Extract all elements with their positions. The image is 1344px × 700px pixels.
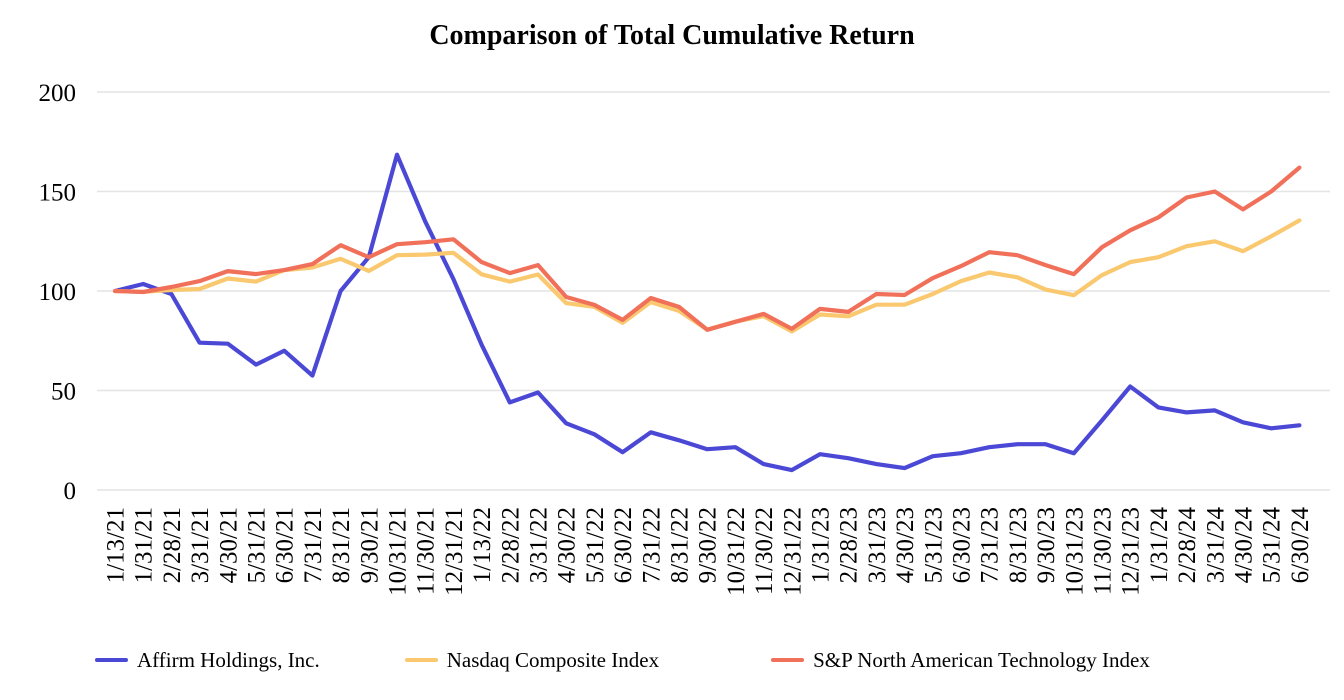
y-axis-tick-label: 200 <box>39 80 77 107</box>
legend-label-sp-tech: S&P North American Technology Index <box>813 647 1150 672</box>
x-axis-tick-label: 12/31/23 <box>1118 507 1145 596</box>
chart-legend: Affirm Holdings, Inc. Nasdaq Composite I… <box>0 640 1344 680</box>
x-axis-tick-label: 4/30/22 <box>554 507 581 583</box>
x-axis-tick-label: 5/31/21 <box>244 507 271 583</box>
x-axis-tick-label: 11/30/21 <box>413 507 440 595</box>
x-axis-tick-label: 1/31/24 <box>1146 507 1173 584</box>
x-axis-tick-label: 6/30/23 <box>949 507 976 583</box>
y-axis-tick-label: 50 <box>51 379 76 406</box>
x-axis-tick-label: 10/31/21 <box>385 507 412 596</box>
series-line-sp <box>112 165 1302 332</box>
x-axis-tick-label: 1/31/23 <box>808 507 835 583</box>
x-axis-tick-label: 1/13/21 <box>103 507 130 583</box>
x-axis-tick-label: 3/31/22 <box>526 507 553 583</box>
x-axis-tick-label: 5/31/22 <box>582 507 609 583</box>
x-axis-tick-label: 7/31/21 <box>300 507 327 583</box>
x-axis-tick-label: 3/31/21 <box>187 507 214 583</box>
x-axis-tick-label: 4/30/23 <box>892 507 919 583</box>
y-axis-tick-label: 100 <box>39 279 77 306</box>
legend-label-affirm: Affirm Holdings, Inc. <box>137 647 320 672</box>
x-axis-tick-label: 10/31/23 <box>1061 507 1088 596</box>
x-axis-tick-label: 12/31/21 <box>441 507 468 596</box>
x-axis-tick-label: 1/13/22 <box>469 507 496 583</box>
series-line-affirm <box>112 152 1302 473</box>
x-axis-tick-label: 6/30/24 <box>1287 507 1314 584</box>
x-axis-tick-label: 2/28/21 <box>159 507 186 583</box>
legend-item-nasdaq: Nasdaq Composite Index <box>404 647 660 673</box>
legend-line-swatch-sp-tech <box>771 657 805 663</box>
legend-label-nasdaq: Nasdaq Composite Index <box>446 647 660 672</box>
x-axis-tick-label: 2/28/24 <box>1174 507 1201 584</box>
x-axis-tick-label: 8/31/22 <box>667 507 694 583</box>
x-axis-tick-label: 4/30/24 <box>1231 507 1258 584</box>
x-axis-tick-label: 12/31/22 <box>779 507 806 596</box>
legend-item-affirm: Affirm Holdings, Inc. <box>95 648 320 673</box>
x-axis-tick-label: 5/31/23 <box>920 507 947 583</box>
y-axis-tick-label: 0 <box>64 478 77 505</box>
x-axis-tick-label: 11/30/22 <box>751 507 778 595</box>
x-axis-tick-label: 10/31/22 <box>723 507 750 596</box>
legend-item-sp-tech: S&P North American Technology Index <box>771 648 1150 673</box>
x-axis-tick-label: 9/30/22 <box>695 507 722 583</box>
x-axis-tick-label: 3/31/23 <box>864 507 891 583</box>
legend-line-swatch-nasdaq <box>404 657 438 663</box>
x-axis-tick-label: 8/31/21 <box>328 507 355 583</box>
x-axis-tick-label: 2/28/23 <box>836 507 863 583</box>
legend-line-swatch-affirm <box>95 657 128 663</box>
x-axis-tick-label: 9/30/21 <box>356 507 383 583</box>
x-axis-tick-label: 2/28/22 <box>497 507 524 583</box>
chart-plot-area: 0 50 100 150 200 1/13/21 1/31/21 2/28/21 3/31/21… <box>39 80 1330 596</box>
x-axis-tick-label: 1/31/21 <box>131 507 158 583</box>
x-axis-tick-label: 6/30/22 <box>610 507 637 583</box>
x-axis-tick-label: 5/31/24 <box>1259 507 1286 584</box>
x-axis-tick-label: 3/31/24 <box>1202 507 1229 584</box>
x-axis-tick-label: 7/31/23 <box>977 507 1004 583</box>
x-axis-tick-label: 11/30/23 <box>1090 507 1117 595</box>
x-axis-tick-label: 6/30/21 <box>272 507 299 583</box>
x-axis-tick-label: 8/31/23 <box>1005 507 1032 583</box>
chart-title: Comparison of Total Cumulative Return <box>429 20 915 51</box>
x-axis-tick-label: 7/31/22 <box>638 507 665 583</box>
x-axis-tick-label: 9/30/23 <box>1033 507 1060 583</box>
x-axis-tick-label: 4/30/21 <box>215 507 242 583</box>
y-axis-tick-label: 150 <box>39 180 77 207</box>
